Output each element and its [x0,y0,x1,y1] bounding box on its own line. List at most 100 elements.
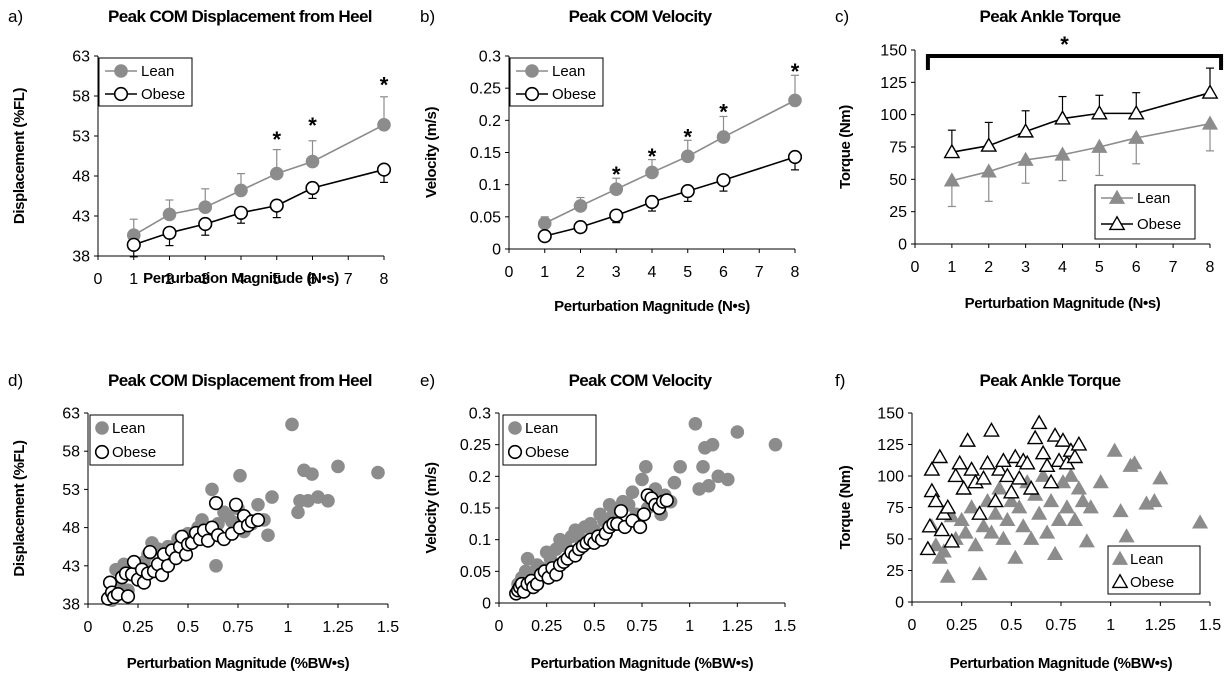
x-tick-label: 8 [380,271,389,288]
legend-label: Lean [1130,551,1163,568]
data-point [1010,469,1028,485]
data-point [1030,414,1048,430]
y-tick-label: 0.1 [469,532,491,549]
data-point [927,537,944,552]
data-point [291,505,305,520]
data-point [1018,454,1036,470]
data-point [1035,467,1052,482]
data-point [1092,474,1109,489]
data-point [983,422,1000,437]
significance-bracket [925,54,1224,70]
legend: Lean Obese [89,414,184,466]
data-point [987,505,1004,520]
data-point [1090,104,1108,120]
data-point [971,505,988,520]
data-point [261,528,275,543]
data-point [537,229,552,244]
data-point [999,511,1016,526]
y-tick-label: 0.2 [469,469,491,486]
y-tick-label: 58 [72,89,90,106]
data-point [639,460,653,474]
y-axis-label: Torque (Nm) [837,465,854,549]
y-tick-label: 53 [62,482,80,499]
x-tick-label: 1 [685,618,694,635]
data-point [205,482,219,497]
data-point [1015,518,1032,533]
legend-label: Obese [112,444,156,461]
data-point [613,504,629,519]
x-tick-label: 2 [984,259,993,276]
data-point [234,183,248,198]
data-point [673,460,687,474]
legend-label: Obese [552,86,596,103]
legend: Lean Obese [502,414,597,466]
data-point [983,524,1000,539]
data-point [1066,511,1083,526]
x-tick-label: 0.25 [122,619,153,636]
chart-title: Peak COM Velocity [569,371,713,390]
x-tick-label: 7 [344,271,353,288]
series-obese [943,67,1219,159]
data-point [933,521,951,537]
data-point [1007,549,1024,564]
panel-letter: d) [8,371,23,390]
significance-star: * [791,59,800,84]
x-axis-label: Perturbation Magnitude (N•s) [965,295,1161,312]
legend-label: Obese [1137,216,1181,233]
x-tick-label: 0.75 [626,618,657,635]
legend: Lean Obese [1094,184,1196,240]
data-point [1026,429,1044,445]
x-axis-label: Perturbation Magnitude (%BW•s) [127,655,350,672]
y-tick-label: 0 [898,237,907,254]
y-tick-label: 0.05 [460,564,491,581]
data-point [1022,479,1040,495]
legend-box [98,57,193,107]
legend-marker [507,444,523,460]
data-point [1146,492,1163,508]
y-tick-label: 125 [880,75,907,92]
data-point [1043,492,1060,508]
data-point [943,143,961,159]
legend-marker [94,444,110,460]
significance-star: * [308,113,317,138]
x-tick-label: 1.5 [774,618,796,635]
data-point [285,417,299,432]
y-tick-label: 75 [889,140,907,157]
x-tick-label: 7 [755,264,764,281]
data-point [963,461,981,476]
data-point [1046,427,1064,442]
legend-label: Lean [552,63,585,80]
legend-marker [1111,550,1129,565]
series-lean [537,74,802,231]
data-point [265,490,279,504]
data-point [667,475,682,490]
series-obese [509,488,674,601]
y-axis-label: Displacement (%FL) [11,440,28,577]
y-tick-label: 0.2 [479,113,501,130]
x-tick-label: 0.75 [222,619,253,636]
x-tick-label: 0.5 [177,619,199,636]
x-tick-label: 4 [1058,259,1067,276]
data-point [971,566,988,581]
y-tick-label: 0.3 [469,406,491,423]
data-point [1034,444,1052,460]
data-point [198,200,213,214]
y-tick-label: 100 [880,107,907,124]
data-point [991,461,1008,476]
legend-marker [508,421,522,435]
data-point [636,507,652,522]
panel-d: d) Peak COM Displacement from Heel 38 43 48 5… [8,371,399,672]
panel-b: b) Peak COM Velocity 0 0.05 0.1 0.15 0.2 0.25 0.… [420,7,803,315]
data-point [1070,480,1087,495]
data-point [991,480,1008,495]
data-point [1042,473,1060,489]
x-tick-label: 5 [272,271,281,288]
legend-label: Lean [141,63,174,80]
x-tick-label: 6 [1132,259,1141,276]
x-tick-label: 1.5 [1199,617,1221,634]
data-point [716,173,731,188]
data-point [955,479,973,495]
data-point [659,493,674,508]
data-point [1126,455,1143,470]
